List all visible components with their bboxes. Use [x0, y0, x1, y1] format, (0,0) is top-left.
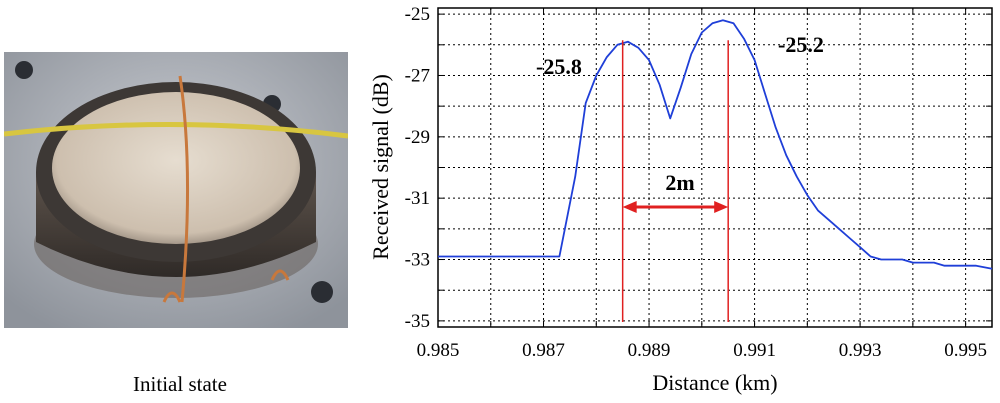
x-tick-label: 0.993 — [839, 340, 882, 361]
tick-marks — [437, 8, 992, 327]
signal-curve — [438, 19, 993, 270]
x-tick-label: 0.995 — [944, 340, 987, 361]
y-tick-label: -25 — [405, 4, 430, 25]
x-tick-label: 0.985 — [417, 340, 460, 361]
y-tick-label: -33 — [405, 250, 430, 271]
y-tick-label: -29 — [405, 127, 430, 148]
x-tick-label: 0.991 — [733, 340, 776, 361]
y-tick-label: -31 — [405, 188, 430, 209]
sensor-photo-image — [3, 52, 349, 328]
y-tick-labels: -25 -27 -29 -31 -33 -35 — [405, 4, 430, 332]
span-label: 2m — [665, 170, 694, 195]
span-arrowhead-left — [622, 201, 637, 213]
y-tick-label: -27 — [405, 65, 430, 86]
x-tick-label: 0.987 — [522, 340, 565, 361]
span-arrowhead-right — [714, 201, 729, 213]
x-tick-label: 0.989 — [628, 340, 671, 361]
series-layer — [438, 19, 993, 270]
x-axis-title: Distance (km) — [652, 370, 777, 395]
peak-label-right: -25.2 — [778, 32, 824, 57]
marker-layer — [621, 40, 729, 322]
photo-caption: Initial state — [133, 372, 227, 396]
x-tick-labels: 0.985 0.987 0.989 0.991 0.993 0.995 — [417, 340, 987, 361]
peak-label-left: -25.8 — [536, 54, 582, 79]
y-tick-label: -35 — [405, 311, 430, 332]
sensor-photo — [3, 52, 349, 328]
y-axis-title: Received signal (dB) — [368, 74, 393, 260]
grid-lines — [437, 8, 992, 327]
